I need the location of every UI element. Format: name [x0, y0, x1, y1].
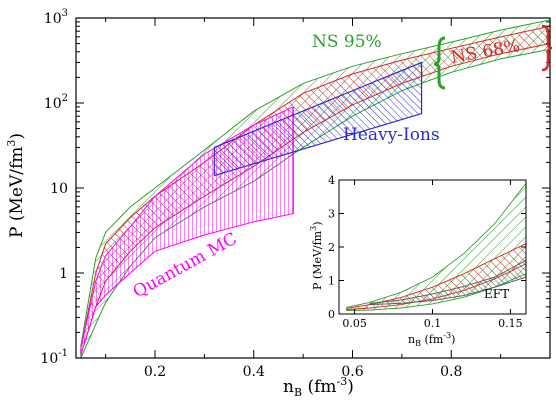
band-heavy-ions [213, 61, 423, 177]
y-tick-label: 102 [44, 93, 68, 112]
y-tick-label: 1 [59, 266, 68, 282]
y-tick-label: 10-1 [40, 348, 68, 367]
inset-y-tick-label: 0 [328, 308, 335, 321]
band-quantum-mc [80, 106, 294, 355]
annotation-heavy-ions: Heavy-Ions [343, 125, 440, 145]
x-tick-label: 0.2 [144, 364, 166, 380]
inset-ticks: 0.05 0.1 0.15 0 1 2 3 4 [328, 174, 526, 330]
inset-y-tick-label: 4 [328, 174, 335, 187]
x-tick-label: 0.8 [440, 364, 462, 380]
inset-y-tick-label: 3 [328, 208, 335, 221]
inset-bands [346, 182, 526, 312]
y-tick-label: 103 [44, 8, 68, 27]
ns95-brace [433, 36, 446, 90]
y-tick-label: 10 [50, 181, 68, 197]
inset-x-tick-label: 0.1 [424, 317, 442, 330]
inset-y-axis-label: P (MeV/fm3) [309, 221, 324, 290]
inset-y-tick-label: 2 [328, 241, 335, 254]
inset-y-tick-label: 1 [328, 275, 335, 288]
annotation-ns95: NS 95% [312, 32, 382, 52]
x-tick-label: 0.4 [243, 364, 265, 380]
inset-x-tick-label: 0.05 [342, 317, 367, 330]
x-axis-label: nB (fm-3) [283, 375, 354, 399]
inset-x-tick-label: 0.15 [498, 317, 523, 330]
ns68-brace [541, 24, 553, 72]
inset-annotation-eft: EFT [484, 287, 509, 301]
main-bands [80, 19, 550, 358]
inset-band-eft [369, 259, 526, 306]
y-axis-label: P (MeV/fm3) [5, 133, 27, 238]
inset-x-axis-label: nB (fm-3) [408, 331, 455, 348]
x-tick-label: 0.6 [341, 364, 363, 380]
